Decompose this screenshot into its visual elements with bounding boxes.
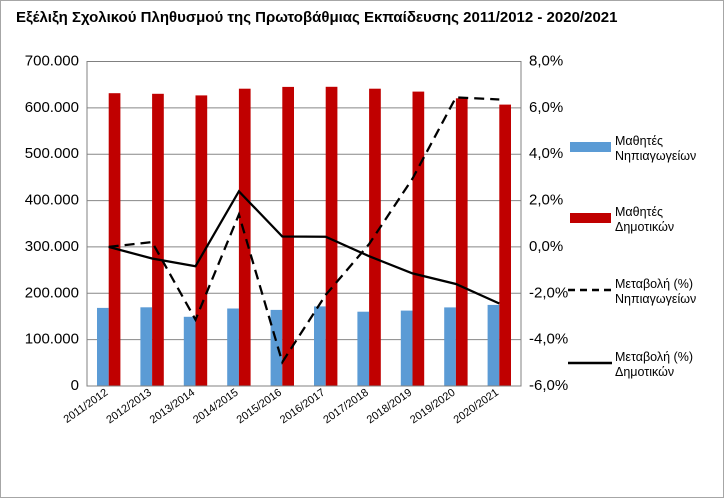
svg-text:2,0%: 2,0% xyxy=(529,192,563,209)
svg-text:400.000: 400.000 xyxy=(25,192,79,209)
svg-text:2011/2012: 2011/2012 xyxy=(62,387,111,426)
svg-text:2012/2013: 2012/2013 xyxy=(104,387,153,427)
svg-text:200.000: 200.000 xyxy=(25,284,79,301)
svg-text:8,0%: 8,0% xyxy=(529,53,563,70)
svg-text:4,0%: 4,0% xyxy=(529,145,563,162)
svg-text:700.000: 700.000 xyxy=(25,53,79,70)
svg-text:500.000: 500.000 xyxy=(25,145,79,162)
svg-text:0: 0 xyxy=(71,377,79,394)
svg-text:100.000: 100.000 xyxy=(25,331,79,348)
svg-text:2017/2018: 2017/2018 xyxy=(321,387,370,427)
svg-text:600.000: 600.000 xyxy=(25,99,79,116)
svg-text:300.000: 300.000 xyxy=(25,238,79,255)
svg-text:2019/2020: 2019/2020 xyxy=(408,387,457,427)
svg-text:0,0%: 0,0% xyxy=(529,238,563,255)
svg-text:2020/2021: 2020/2021 xyxy=(452,387,501,427)
svg-text:-2,0%: -2,0% xyxy=(529,284,568,301)
svg-text:2016/2017: 2016/2017 xyxy=(278,387,327,427)
svg-text:2018/2019: 2018/2019 xyxy=(365,387,414,427)
svg-text:-6,0%: -6,0% xyxy=(529,377,568,394)
svg-text:2015/2016: 2015/2016 xyxy=(235,387,284,427)
svg-text:2014/2015: 2014/2015 xyxy=(191,387,240,427)
svg-text:-4,0%: -4,0% xyxy=(529,331,568,348)
svg-text:6,0%: 6,0% xyxy=(529,99,563,116)
svg-text:2013/2014: 2013/2014 xyxy=(148,387,197,427)
